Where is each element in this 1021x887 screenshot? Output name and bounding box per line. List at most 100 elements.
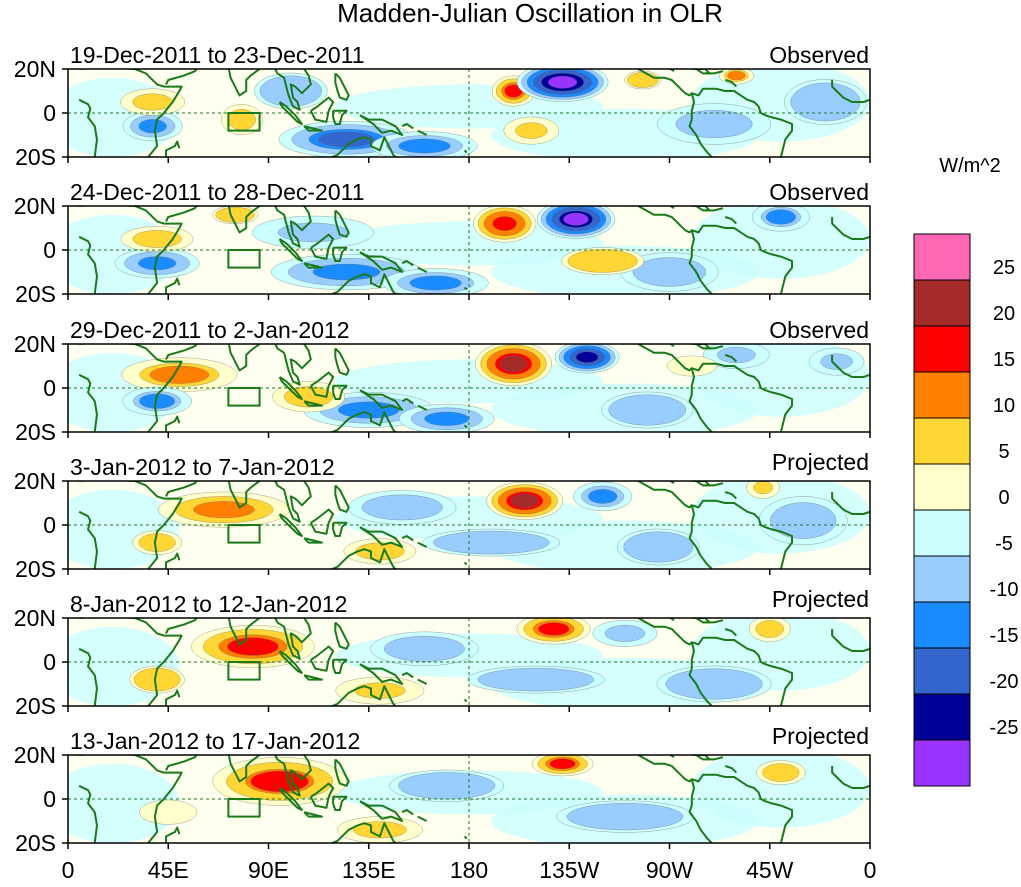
panel-5-period: 8-Jan-2012 to 12-Jan-2012 [70, 591, 347, 617]
coastline [705, 482, 724, 487]
panel-4-period: 3-Jan-2012 to 7-Jan-2012 [70, 454, 335, 480]
colorbar-swatch [913, 693, 971, 741]
coastline [831, 766, 870, 789]
colorbar-tick-label: 25 [993, 257, 1015, 279]
coastline [303, 674, 323, 681]
coastline [165, 755, 198, 771]
coastline [724, 765, 738, 774]
panel-2: 24-Dec-2011 to 28-Dec-2011 Observed [67, 179, 871, 295]
coastline [165, 69, 198, 85]
olr-anomaly-contour [623, 531, 694, 563]
y-tick-label: 20S [15, 830, 56, 856]
panel-1-status: Observed [769, 42, 869, 68]
x-tick-label: 45W [746, 857, 794, 883]
panel-5-heatmap [68, 618, 870, 706]
coastline [227, 755, 262, 783]
colorbar-swatch [913, 325, 971, 373]
y-tick-label: 0 [43, 375, 56, 401]
olr-anomaly-contour [566, 802, 684, 831]
y-tick-label: 0 [43, 786, 56, 812]
coastline [401, 672, 414, 679]
coastline [332, 658, 348, 674]
coastline [401, 535, 414, 542]
reference-box [227, 798, 261, 818]
coastline [332, 521, 348, 537]
coastline [417, 266, 428, 273]
colorbar-tick-label: -20 [990, 671, 1019, 693]
coastline [688, 69, 711, 75]
panel-6-status: Projected [772, 723, 869, 749]
panel-2-heatmap [68, 206, 870, 294]
x-tick-label: 180 [450, 857, 488, 883]
olr-anomaly-contour [398, 772, 496, 800]
weak-negative-anomaly [691, 206, 870, 279]
olr-anomaly-contour [132, 230, 182, 248]
panel-2-period: 24-Dec-2011 to 28-Dec-2011 [70, 179, 365, 205]
y-tick-label: 20N [14, 331, 56, 357]
olr-anomaly-contour [762, 763, 800, 782]
coastline [688, 618, 711, 624]
x-tick-label: 0 [62, 857, 75, 883]
coastline [705, 756, 724, 761]
coastline [332, 109, 348, 125]
y-tick-label: 20N [14, 56, 56, 82]
colorbar-tick-label: 10 [993, 395, 1015, 417]
olr-anomaly-contour [820, 353, 853, 370]
coastline [359, 389, 404, 411]
coastline [417, 129, 428, 136]
coastline [309, 782, 335, 809]
panel-1-heatmap [68, 69, 870, 157]
olr-anomaly-contour [383, 635, 465, 662]
coastline [688, 641, 713, 706]
y-tick-label: 0 [43, 100, 56, 126]
coastline [303, 125, 323, 132]
olr-anomaly-contour [138, 119, 167, 134]
olr-anomaly-contour [567, 249, 638, 273]
coastline [165, 826, 181, 843]
olr-anomaly-contour [627, 72, 659, 88]
coastline [334, 484, 350, 513]
coastline [332, 246, 348, 262]
colorbar-units: W/m^2 [939, 155, 1001, 177]
panel-2-status: Observed [769, 179, 869, 205]
coastline [78, 510, 98, 569]
x-tick-label: 90E [248, 857, 289, 883]
y-tick-label: 20S [15, 144, 56, 170]
coastline [165, 140, 181, 157]
olr-anomaly-contour [515, 122, 548, 139]
olr-anomaly-contour [665, 668, 763, 700]
olr-anomaly-contour [132, 93, 173, 111]
y-tick-label: 0 [43, 512, 56, 538]
coastline [329, 548, 397, 569]
colorbar-tick-label: -10 [990, 579, 1019, 601]
coastline [688, 778, 713, 843]
y-tick-label: 0 [43, 649, 56, 675]
panel-5: 8-Jan-2012 to 12-Jan-2012 Projected [67, 586, 871, 707]
olr-anomaly-contour [765, 209, 796, 225]
olr-anomaly-contour [675, 110, 753, 138]
coastline [359, 251, 404, 273]
colorbar-swatch [913, 371, 971, 419]
coastline [227, 206, 262, 234]
olr-anomaly-contour [608, 394, 687, 426]
panel-4-status: Projected [772, 449, 869, 475]
coastline [309, 645, 335, 672]
y-tick-label: 20N [14, 605, 56, 631]
coastline [688, 206, 711, 212]
olr-anomaly-contour [149, 365, 210, 384]
reference-box [227, 661, 261, 681]
coastline [637, 618, 794, 706]
panel-3: 29-Dec-2011 to 2-Jan-2012 Observed [67, 317, 871, 433]
coastline [831, 492, 870, 515]
coastline [705, 70, 724, 75]
coastline [724, 216, 738, 225]
olr-anomaly-contour [666, 355, 717, 377]
panel-1-period: 19-Dec-2011 to 23-Dec-2011 [70, 42, 365, 68]
coastline [688, 367, 713, 432]
coastline [303, 400, 323, 407]
colorbar-swatch [913, 739, 971, 787]
y-tick-label: 20N [14, 742, 56, 768]
coastline [831, 629, 870, 652]
colorbar-tick-label: 0 [998, 487, 1009, 509]
coastline [274, 618, 312, 660]
